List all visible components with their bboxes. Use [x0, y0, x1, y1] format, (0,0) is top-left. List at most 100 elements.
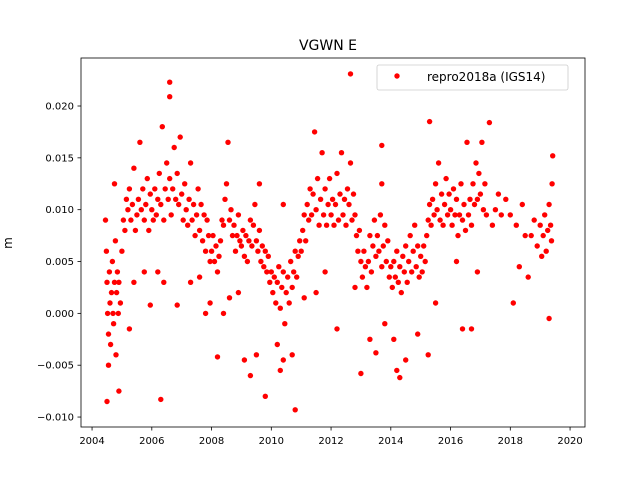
- data-point: [140, 186, 146, 192]
- data-point: [183, 207, 189, 213]
- data-point: [464, 139, 470, 145]
- data-point: [216, 253, 222, 259]
- data-point: [132, 227, 139, 234]
- data-point: [167, 79, 173, 85]
- data-point: [286, 300, 292, 306]
- data-point: [255, 248, 261, 254]
- data-point: [388, 264, 394, 270]
- data-point: [395, 279, 401, 285]
- data-point: [211, 258, 218, 265]
- data-point: [489, 222, 496, 228]
- data-point: [167, 94, 173, 100]
- data-point: [455, 232, 461, 239]
- data-point: [273, 300, 279, 306]
- data-point: [340, 212, 346, 218]
- data-point: [265, 253, 271, 259]
- data-point: [168, 212, 174, 218]
- data-point: [306, 217, 312, 223]
- data-point: [332, 201, 339, 208]
- data-point: [256, 227, 263, 234]
- data-point: [513, 222, 519, 228]
- data-point: [465, 212, 472, 218]
- data-point: [247, 217, 254, 223]
- data-point: [347, 160, 354, 166]
- data-point: [285, 274, 291, 280]
- data-point: [325, 201, 331, 208]
- data-point: [546, 315, 552, 322]
- data-point: [129, 201, 136, 208]
- data-point: [413, 264, 419, 270]
- data-point: [406, 258, 412, 265]
- data-point: [205, 232, 212, 239]
- data-point: [289, 284, 295, 291]
- data-point: [434, 207, 440, 213]
- data-point: [519, 201, 525, 208]
- x-tick-label: 2012: [318, 436, 343, 447]
- plot-frame: [80, 57, 586, 428]
- data-point: [548, 238, 555, 244]
- data-point: [137, 139, 143, 145]
- data-point: [159, 124, 165, 130]
- data-point: [550, 153, 556, 159]
- data-point: [474, 196, 481, 202]
- data-point: [313, 207, 319, 213]
- data-point: [542, 212, 548, 218]
- data-point: [111, 279, 118, 285]
- x-axis: 2004 2006 2008 2010 2012 2014 2016 2018 2020: [79, 427, 583, 447]
- data-point: [547, 222, 554, 228]
- data-point: [220, 310, 227, 317]
- data-point: [167, 175, 173, 182]
- data-point: [125, 207, 131, 213]
- data-point: [398, 289, 404, 296]
- data-point: [300, 227, 306, 234]
- data-point: [198, 201, 204, 208]
- data-point: [429, 196, 436, 202]
- data-point: [356, 227, 363, 234]
- data-point: [379, 142, 385, 149]
- data-point: [114, 269, 121, 275]
- data-point: [428, 222, 434, 228]
- data-point: [244, 258, 251, 265]
- data-point: [274, 341, 280, 348]
- data-point: [343, 222, 349, 228]
- data-point: [401, 269, 407, 275]
- data-point: [382, 222, 388, 228]
- data-point: [110, 310, 116, 317]
- data-point: [319, 150, 325, 156]
- data-point: [425, 217, 431, 223]
- data-point: [214, 269, 221, 275]
- data-point: [237, 238, 243, 244]
- data-point: [177, 134, 183, 140]
- data-point: [374, 232, 381, 239]
- legend-box: [376, 64, 569, 91]
- data-point: [412, 222, 418, 228]
- data-point: [165, 196, 171, 202]
- data-point: [289, 352, 295, 358]
- y-tick-label: −0.010: [37, 413, 74, 424]
- data-point: [135, 196, 142, 202]
- data-point: [316, 222, 322, 228]
- data-point: [228, 207, 234, 213]
- data-point: [334, 326, 340, 332]
- data-point: [249, 243, 255, 249]
- data-point: [391, 258, 397, 265]
- data-point: [368, 269, 375, 275]
- data-point: [358, 370, 364, 377]
- data-point: [353, 232, 360, 239]
- data-point: [461, 201, 467, 208]
- data-point: [288, 258, 294, 265]
- y-tick-label: 0.015: [45, 153, 74, 164]
- data-point: [323, 222, 330, 228]
- data-point: [349, 217, 355, 223]
- data-point: [195, 186, 201, 192]
- data-point: [352, 212, 358, 218]
- data-point: [270, 289, 276, 296]
- legend-marker: [394, 73, 400, 79]
- data-point: [480, 207, 487, 213]
- data-point: [537, 222, 543, 228]
- data-point: [301, 295, 307, 301]
- data-point: [268, 269, 274, 275]
- data-point: [277, 305, 283, 311]
- data-point: [320, 212, 327, 218]
- data-point: [238, 243, 245, 249]
